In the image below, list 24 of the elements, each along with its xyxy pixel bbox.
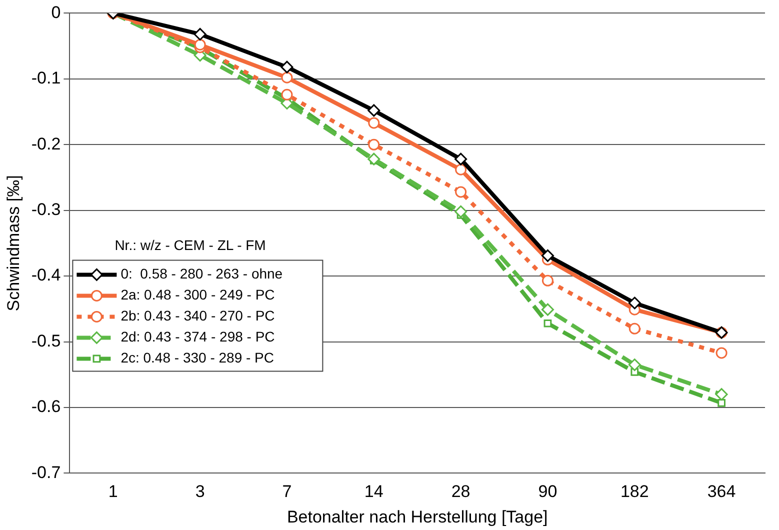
- x-tick-label: 182: [620, 482, 649, 502]
- y-tick-label: -0.3: [31, 200, 61, 220]
- legend-label: 0: 0.58 - 280 - 263 - ohne: [120, 266, 283, 282]
- legend-label: 2a: 0.48 - 300 - 249 - PC: [120, 286, 275, 303]
- x-axis-title: Betonalter nach Herstellung [Tage]: [286, 507, 548, 526]
- x-tick-label: 3: [195, 482, 205, 502]
- x-tick-label: 7: [282, 482, 292, 502]
- legend-title: Nr.: w/z - CEM - ZL - FM: [114, 237, 266, 254]
- x-tick-label: 28: [451, 482, 470, 502]
- y-tick-label: -0.1: [31, 68, 61, 88]
- x-tick-label: 90: [538, 482, 558, 502]
- y-tick-label: -0.5: [31, 331, 61, 350]
- legend-label: 2d: 0.43 - 374 - 298 - PC: [120, 328, 275, 345]
- x-tick-label: 1: [108, 482, 118, 502]
- y-tick-label: 0: [51, 2, 61, 22]
- legend-label: 2b: 0.43 - 340 - 270 - PC: [120, 308, 275, 324]
- y-tick-label: -0.4: [31, 266, 61, 285]
- y-tick-label: -0.2: [31, 134, 61, 154]
- y-tick-label: -0.7: [31, 462, 61, 482]
- x-tick-label: 364: [707, 482, 736, 502]
- x-tick-label: 14: [364, 482, 384, 502]
- y-tick-label: -0.6: [31, 397, 61, 416]
- y-axis-title: Schwindmass [‰]: [4, 175, 23, 312]
- legend-label: 2c: 0.48 - 330 - 289 - PC: [120, 350, 274, 366]
